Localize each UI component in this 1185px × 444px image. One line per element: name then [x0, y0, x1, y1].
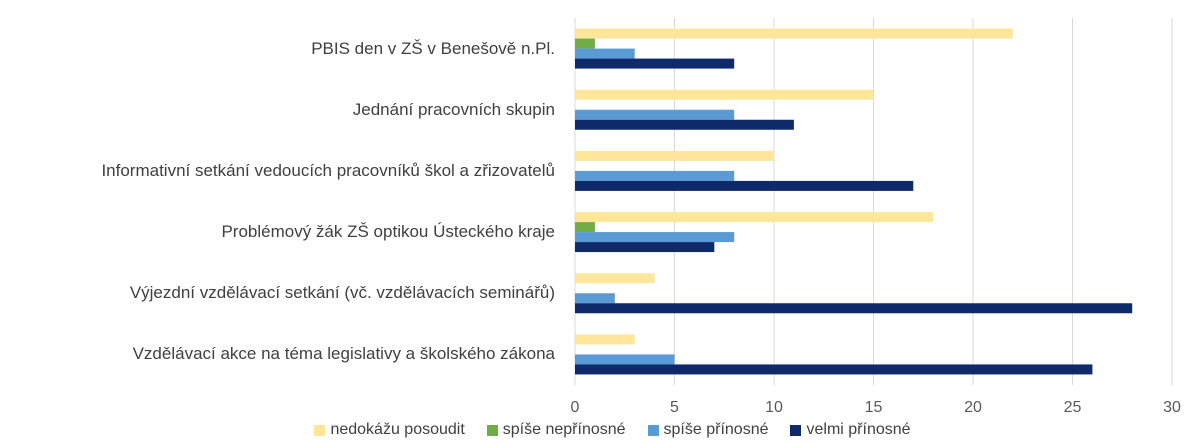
bar: [575, 38, 595, 49]
legend-label: velmi přínosné: [806, 421, 911, 438]
legend-swatch: [790, 424, 802, 436]
bar: [575, 222, 595, 233]
legend-swatch: [647, 424, 659, 436]
legend-swatch: [486, 424, 498, 436]
legend-item: spíše přínosné: [647, 421, 769, 439]
category-label: Výjezdní vzdělávací setkání (vč. vzděláv…: [129, 283, 555, 303]
bar: [575, 89, 874, 100]
bar: [575, 58, 735, 69]
legend-item: nedokážu posoudit: [314, 421, 465, 439]
x-tick-label: 5: [670, 399, 679, 416]
bar: [575, 232, 735, 243]
legend-label: spíše přínosné: [663, 421, 769, 438]
category-label: PBIS den v ZŠ v Benešově n.Pl.: [311, 38, 555, 58]
bar: [575, 119, 794, 130]
legend: nedokážu posoudit spíše nepřínosné spíše p…: [0, 421, 1185, 439]
legend-swatch: [314, 424, 326, 436]
bar: [575, 48, 635, 59]
x-tick-label: 25: [1064, 399, 1082, 416]
bar: [575, 242, 715, 253]
bar: [575, 334, 635, 345]
bar: [575, 109, 735, 120]
legend-label: nedokážu posoudit: [330, 421, 465, 438]
bar: [575, 273, 655, 284]
bar: [575, 150, 774, 161]
x-tick-label: 10: [765, 399, 783, 416]
category-label: Jednání pracovních skupin: [352, 99, 555, 119]
category-label: Problémový žák ZŠ optikou Ústeckého kraj…: [221, 222, 555, 242]
x-tick-label: 20: [964, 399, 982, 416]
x-tick-label: 15: [865, 399, 883, 416]
bar: [575, 364, 1093, 375]
bar: [575, 293, 615, 304]
bar: [575, 354, 675, 365]
bar: [575, 180, 914, 191]
bar: [575, 170, 735, 181]
bar: [575, 28, 1013, 39]
x-tick-label: 0: [571, 399, 580, 416]
bar: [575, 212, 934, 223]
legend-item: spíše nepřínosné: [486, 421, 626, 439]
bar: [575, 303, 1133, 314]
category-label: Vzdělávací akce na téma legislativy a šk…: [132, 344, 555, 364]
x-tick-label: 30: [1163, 399, 1181, 416]
legend-item: velmi přínosné: [790, 421, 911, 439]
category-label: Informativní setkání vedoucích pracovník…: [101, 160, 555, 180]
legend-label: spíše nepřínosné: [502, 421, 626, 438]
